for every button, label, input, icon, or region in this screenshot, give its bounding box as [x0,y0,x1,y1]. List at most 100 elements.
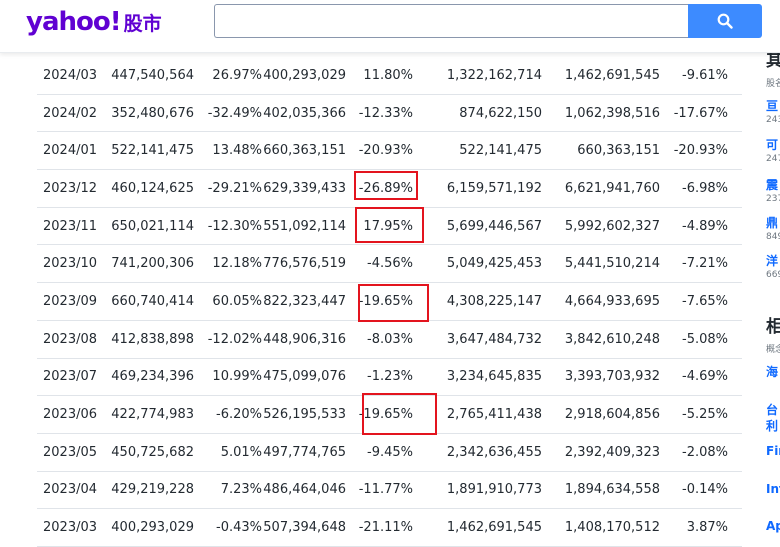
mom-change-cell: 26.97% [212,67,262,83]
mom-change-cell: 13.48% [212,143,262,159]
revenue-cell: 450,725,682 [111,444,194,460]
revenue-cell: 469,234,396 [111,369,194,385]
search-button[interactable] [688,4,762,38]
yoy-change-cell: -11.77% [358,482,413,498]
related-concept-link[interactable]: Ap [766,519,780,533]
mom-change-cell: -32.49% [207,105,262,121]
last-year-cumulative-cell: 1,894,634,558 [564,482,660,498]
related-stock-code: 849 [766,232,780,242]
revenue-cell: 460,124,625 [111,180,194,196]
cumulative-revenue-cell: 1,462,691,545 [446,520,542,536]
last-year-revenue-cell: 629,339,433 [263,180,346,196]
last-year-cumulative-cell: 5,992,602,327 [564,218,660,234]
month-cell: 2023/05 [43,444,98,460]
cumulative-yoy-cell: -20.93% [673,143,728,159]
month-cell: 2023/07 [43,369,98,385]
cumulative-revenue-cell: 874,622,150 [459,105,542,121]
logo-subtitle: 股市 [123,13,162,35]
mom-change-cell: -29.21% [207,180,262,196]
yoy-change-cell: -8.03% [367,331,413,347]
yoy-change-cell: -21.11% [358,520,413,536]
month-cell: 2023/06 [43,407,98,423]
cumulative-yoy-cell: -4.69% [682,369,728,385]
table-row: 2023/06 422,774,983 -6.20% 526,195,533 -19.6… [37,396,742,434]
month-cell: 2023/09 [43,293,98,309]
mom-change-cell: 5.01% [220,444,262,460]
related-concept-link[interactable]: Fin [766,444,780,458]
related-stock-code: 247 [766,154,780,164]
revenue-cell: 522,141,475 [111,143,194,159]
cumulative-yoy-cell: -17.67% [673,105,728,121]
cumulative-revenue-cell: 4,308,225,147 [446,293,542,309]
month-cell: 2023/08 [43,331,98,347]
cumulative-yoy-cell: -5.25% [682,407,728,423]
related-concept-link[interactable]: 利 [766,419,779,433]
cumulative-revenue-cell: 2,342,636,455 [446,444,542,460]
last-year-revenue-cell: 660,363,151 [263,143,346,159]
month-cell: 2024/02 [43,105,98,121]
yoy-change-cell: 17.95% [363,218,413,234]
yoy-change-cell: -19.65% [358,293,413,309]
table-row: 2023/10 741,200,306 12.18% 776,576,519 -4.56… [37,245,742,284]
revenue-cell: 422,774,983 [111,407,194,423]
related-stock-code: 243 [766,115,780,125]
table-row: 2023/07 469,234,396 10.99% 475,099,076 -1.23… [37,359,742,397]
yoy-change-cell: -19.65% [358,407,413,423]
revenue-cell: 650,021,114 [111,218,194,234]
last-year-revenue-cell: 475,099,076 [263,369,346,385]
month-cell: 2023/10 [43,256,98,272]
last-year-revenue-cell: 400,293,029 [263,67,346,83]
table-row: 2024/01 522,141,475 13.48% 660,363,151 -20.9… [37,132,742,171]
related-stock-link[interactable]: 可 [766,138,779,152]
month-cell: 2023/11 [43,218,98,234]
related-stock-link[interactable]: 亘 [766,99,779,113]
related-stock-link[interactable]: 鼎 [766,216,779,230]
mom-change-cell: 10.99% [212,369,262,385]
yoy-change-cell: -26.89% [358,180,413,196]
search-icon [717,13,733,29]
mom-change-cell: 7.23% [220,482,262,498]
highlight-box [362,393,437,435]
last-year-cumulative-cell: 2,918,604,856 [564,407,660,423]
last-year-cumulative-cell: 5,441,510,214 [564,256,660,272]
table-row: 2023/05 450,725,682 5.01% 497,774,765 -9.45%… [37,434,742,472]
last-year-cumulative-cell: 6,621,941,760 [564,180,660,196]
yoy-change-cell: 11.80% [363,67,413,83]
related-stock-link[interactable]: 洋 [766,254,779,268]
cumulative-revenue-cell: 5,699,446,567 [446,218,542,234]
related-stock-link[interactable]: 震 [766,178,779,192]
last-year-revenue-cell: 551,092,114 [263,218,346,234]
section-caption: 概念 [766,345,780,355]
related-concept-link[interactable]: 台 [766,403,779,417]
cumulative-yoy-cell: -2.08% [682,444,728,460]
section-caption: 股名 [766,79,780,89]
last-year-revenue-cell: 402,035,366 [263,105,346,121]
last-year-revenue-cell: 448,906,316 [263,331,346,347]
revenue-cell: 412,838,898 [111,331,194,347]
revenue-cell: 429,219,228 [111,482,194,498]
related-concept-link[interactable]: 海 [766,365,779,379]
last-year-cumulative-cell: 660,363,151 [577,143,660,159]
table-row: 2023/03 400,293,029 -0.43% 507,394,648 -21.1… [37,509,742,547]
highlight-box [358,284,429,322]
table-row: 2023/11 650,021,114 -12.30% 551,092,114 17.9… [37,208,742,246]
table-row: 2023/04 429,219,228 7.23% 486,464,046 -11.77… [37,472,742,510]
revenue-cell: 447,540,564 [111,67,194,83]
cumulative-yoy-cell: -5.08% [682,331,728,347]
cumulative-revenue-cell: 522,141,475 [459,143,542,159]
cumulative-revenue-cell: 2,765,411,438 [446,407,542,423]
related-stock-code: 669 [766,270,780,280]
last-year-revenue-cell: 526,195,533 [263,407,346,423]
last-year-cumulative-cell: 1,062,398,516 [564,105,660,121]
table-row: 2023/12 460,124,625 -29.21% 629,339,433 -26.… [37,170,742,208]
search-input[interactable] [214,4,688,38]
yahoo-stock-logo[interactable]: yahoo! 股市 [26,7,162,37]
yoy-change-cell: -1.23% [367,369,413,385]
month-cell: 2024/01 [43,143,98,159]
related-concept-link[interactable]: Int [766,482,780,496]
last-year-revenue-cell: 497,774,765 [263,444,346,460]
cumulative-yoy-cell: 3.87% [686,520,728,536]
last-year-cumulative-cell: 4,664,933,695 [564,293,660,309]
mom-change-cell: -0.43% [216,520,262,536]
cumulative-yoy-cell: -0.14% [682,482,728,498]
